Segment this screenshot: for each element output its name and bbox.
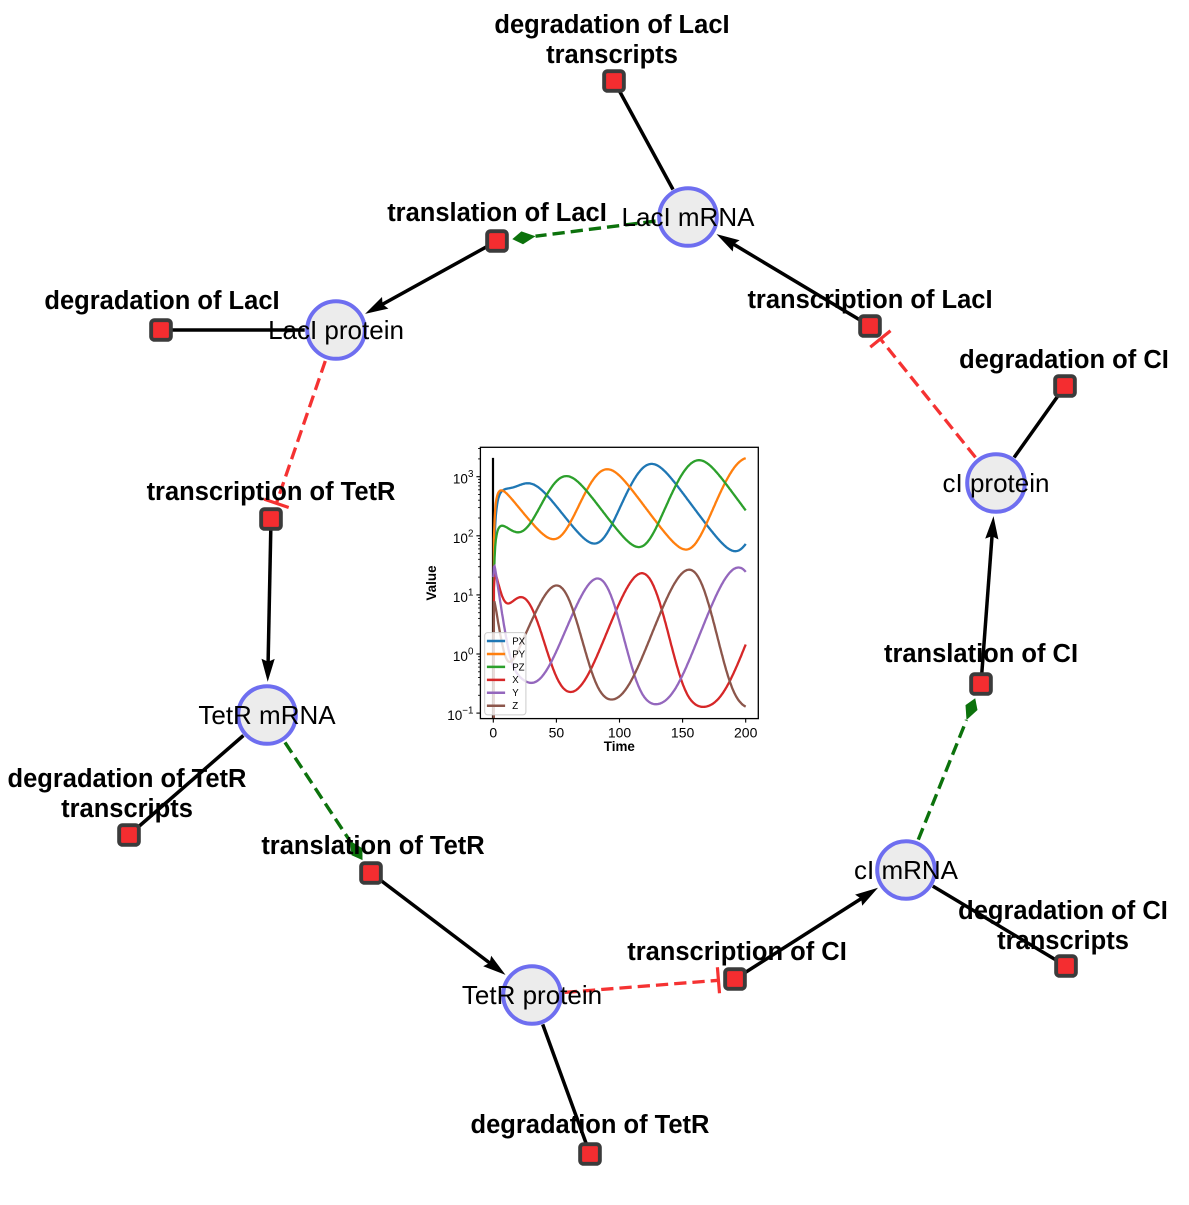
svg-text:transcription of CI: transcription of CI [627, 938, 847, 966]
svg-text:translation of TetR: translation of TetR [261, 832, 484, 860]
svg-text:degradation of TetR: degradation of TetR [8, 765, 247, 793]
svg-text:transcripts: transcripts [61, 795, 193, 823]
svg-text:Z: Z [512, 701, 518, 712]
svg-text:PZ: PZ [512, 662, 524, 673]
svg-text:degradation of TetR: degradation of TetR [471, 1111, 710, 1139]
svg-text:cI mRNA: cI mRNA [854, 855, 959, 885]
svg-text:cI protein: cI protein [943, 468, 1050, 498]
svg-text:transcripts: transcripts [997, 927, 1129, 955]
svg-text:transcription of LacI: transcription of LacI [747, 286, 992, 314]
svg-text:150: 150 [671, 724, 695, 740]
svg-text:Y: Y [512, 688, 519, 699]
svg-text:TetR protein: TetR protein [462, 980, 602, 1010]
svg-text:LacI protein: LacI protein [268, 315, 404, 345]
svg-text:transcription of TetR: transcription of TetR [147, 478, 396, 506]
svg-text:200: 200 [734, 724, 758, 740]
svg-text:Value: Value [424, 565, 439, 601]
svg-text:0: 0 [489, 724, 497, 740]
svg-text:Time: Time [604, 739, 635, 754]
svg-text:translation of LacI: translation of LacI [387, 199, 607, 227]
svg-text:degradation of LacI: degradation of LacI [44, 287, 279, 315]
svg-text:PX: PX [512, 636, 525, 647]
svg-text:TetR mRNA: TetR mRNA [198, 700, 336, 730]
svg-text:X: X [512, 675, 519, 686]
svg-text:LacI mRNA: LacI mRNA [622, 202, 756, 232]
svg-text:50: 50 [549, 724, 565, 740]
svg-text:PY: PY [512, 649, 525, 660]
svg-text:translation of CI: translation of CI [884, 640, 1078, 668]
svg-text:transcripts: transcripts [546, 41, 678, 69]
svg-text:degradation of CI: degradation of CI [958, 897, 1168, 925]
svg-text:100: 100 [608, 724, 632, 740]
svg-text:degradation of LacI: degradation of LacI [494, 11, 729, 39]
svg-text:degradation of CI: degradation of CI [959, 346, 1169, 374]
